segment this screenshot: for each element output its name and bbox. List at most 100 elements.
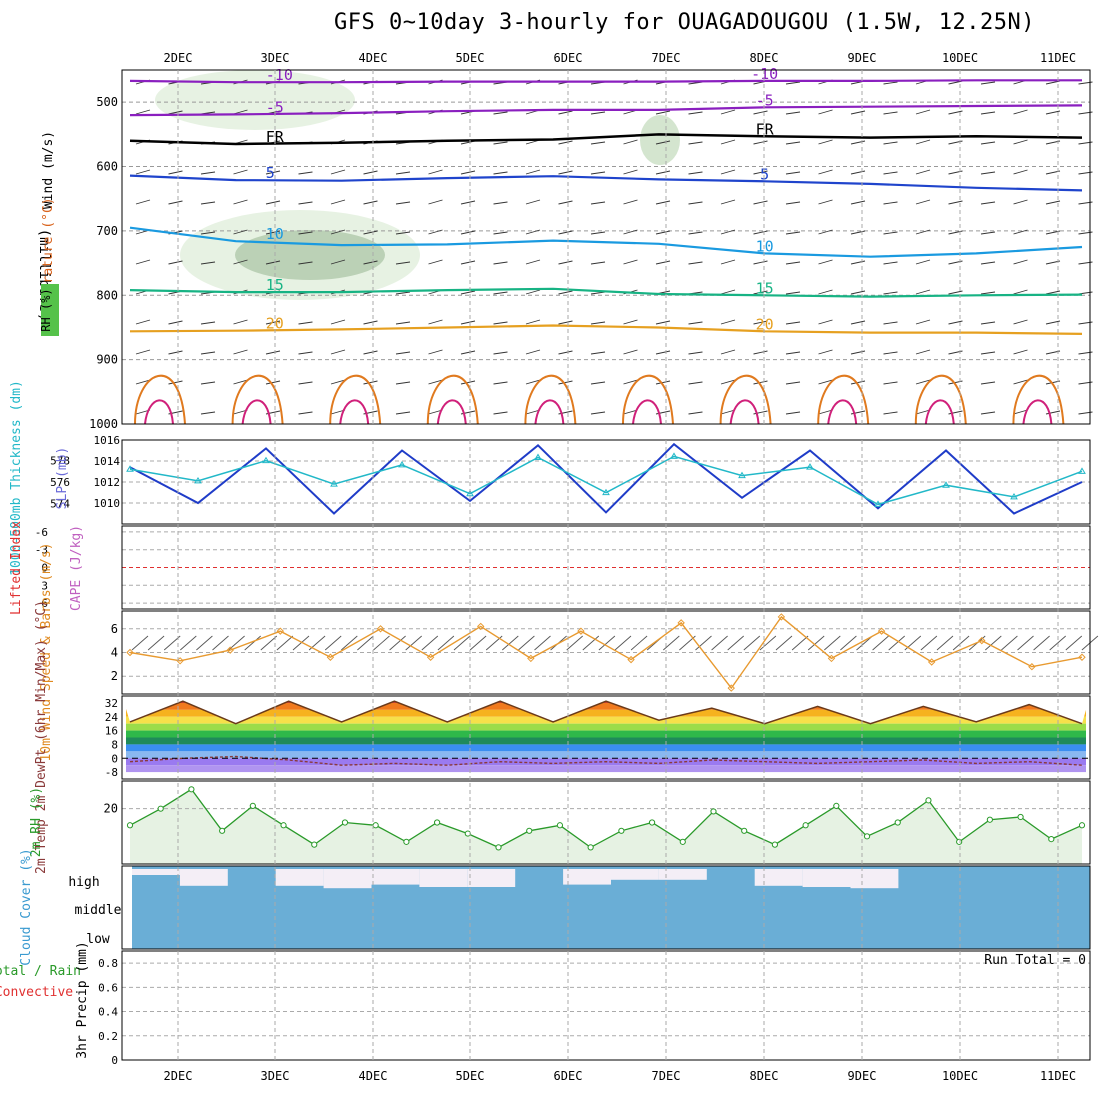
legend-rh: RH (%) [39, 288, 53, 331]
wind-barb [330, 259, 346, 265]
temp-color-band [126, 709, 1086, 717]
wind-barb [980, 111, 996, 115]
wind-barb [720, 199, 736, 205]
wind-barb [688, 111, 703, 115]
wind-barb [655, 260, 671, 265]
wind-barb [824, 635, 841, 651]
wind-barb [936, 635, 954, 651]
wind-barb [428, 169, 443, 175]
x-tick-label: 7DEC [652, 51, 681, 65]
x-tick-label: 6DEC [554, 51, 583, 65]
wind-barb [558, 110, 573, 115]
rh-marker [1048, 836, 1055, 843]
cloud-level-label: low [86, 932, 110, 947]
wind-barb [525, 169, 541, 175]
wind-barb [655, 200, 671, 205]
wind-barb [688, 351, 703, 355]
wind-speed-marker [276, 627, 285, 635]
wind-barb [888, 635, 905, 651]
wind-barb [460, 350, 476, 355]
wind-barb [395, 171, 411, 175]
wind-barb [363, 260, 378, 265]
wind-speed-marker [727, 684, 735, 692]
wind-barb [135, 319, 151, 325]
wind-barb [518, 635, 535, 651]
x-tick-label: 3DEC [261, 1069, 290, 1083]
legend-convective: Convective [0, 985, 73, 1000]
wind-barb [421, 635, 439, 651]
y-axis-label: 10m Wind Speed & Barbs (m/s) [39, 542, 54, 761]
wind-barb [785, 291, 801, 295]
temp-mask [122, 696, 1090, 724]
isotherm-label: 5 [760, 165, 769, 183]
wind-barb [915, 199, 931, 205]
wind-barb [590, 141, 606, 145]
wind-barb [688, 261, 703, 265]
temp-color-band [126, 751, 1086, 759]
cloud-high-gap [563, 869, 611, 885]
wind-barb [1013, 109, 1028, 115]
wind-barb [753, 200, 768, 205]
wind-barb [558, 200, 573, 205]
x-tick-label: 9DEC [848, 51, 877, 65]
cloud-high-gap [658, 869, 707, 880]
wind-barb [168, 200, 183, 205]
wind-barb [1013, 259, 1028, 265]
y-axis-label: 2m RH (%) [29, 787, 44, 857]
wind-barb [883, 171, 898, 175]
y-axis-label: SLP (mb) [55, 447, 70, 510]
rh-marker [618, 827, 625, 834]
wind-speed-marker [477, 622, 485, 631]
thickness-marker [670, 452, 678, 459]
wind-barb [688, 141, 703, 145]
rh-marker [863, 833, 871, 840]
wind-barb [753, 350, 768, 355]
wind-speed-line [129, 615, 1083, 690]
wind-barb [850, 200, 866, 205]
wind-barb [200, 201, 216, 205]
rh-legend-swatch [41, 284, 59, 336]
wind-barb [460, 320, 476, 325]
panel-frame [121, 439, 1091, 525]
wind-barb [623, 139, 638, 145]
isotherm-lobe [729, 399, 760, 425]
wind-barb [395, 261, 411, 265]
wind-barb [363, 230, 378, 235]
wind-barb [720, 259, 736, 265]
wind-speed-marker [1028, 663, 1036, 671]
x-tick-label: 5DEC [456, 51, 485, 65]
y-tick-label: 32 [105, 697, 118, 710]
wind-barb [493, 411, 508, 415]
rh-marker [341, 819, 349, 826]
wind-barb [135, 169, 151, 175]
wind-barb [1013, 379, 1028, 385]
wind-barb [298, 231, 313, 235]
cloud-level-label: middle [75, 903, 122, 918]
y-axis-label: Lifted Index [9, 521, 24, 615]
wind-barb [493, 231, 508, 235]
rh-shade-blob [155, 70, 355, 130]
x-tick-label: 2DEC [164, 51, 193, 65]
wind-barb [428, 229, 443, 235]
wind-barb [469, 635, 487, 651]
wind-barb [980, 261, 996, 265]
wind-barb [341, 635, 358, 651]
wind-barb [980, 201, 996, 205]
wind-barb [818, 409, 833, 415]
wind-speed-marker [827, 654, 836, 663]
y-tick-label: 900 [96, 353, 118, 367]
wind-barb [265, 170, 281, 175]
y-tick-label: 0.4 [98, 1006, 118, 1019]
wind-barb [558, 140, 573, 145]
wind-barb [655, 380, 671, 385]
wind-barb [200, 381, 216, 385]
wind-barb [460, 170, 476, 175]
wind-barb [850, 320, 866, 325]
wind-barb [980, 411, 996, 415]
wind-barb [655, 350, 671, 355]
wind-barb [655, 230, 671, 235]
wind-barb [525, 289, 541, 295]
wind-barb [460, 260, 476, 265]
thickness-marker [330, 480, 338, 487]
temp-color-band [126, 723, 1086, 731]
